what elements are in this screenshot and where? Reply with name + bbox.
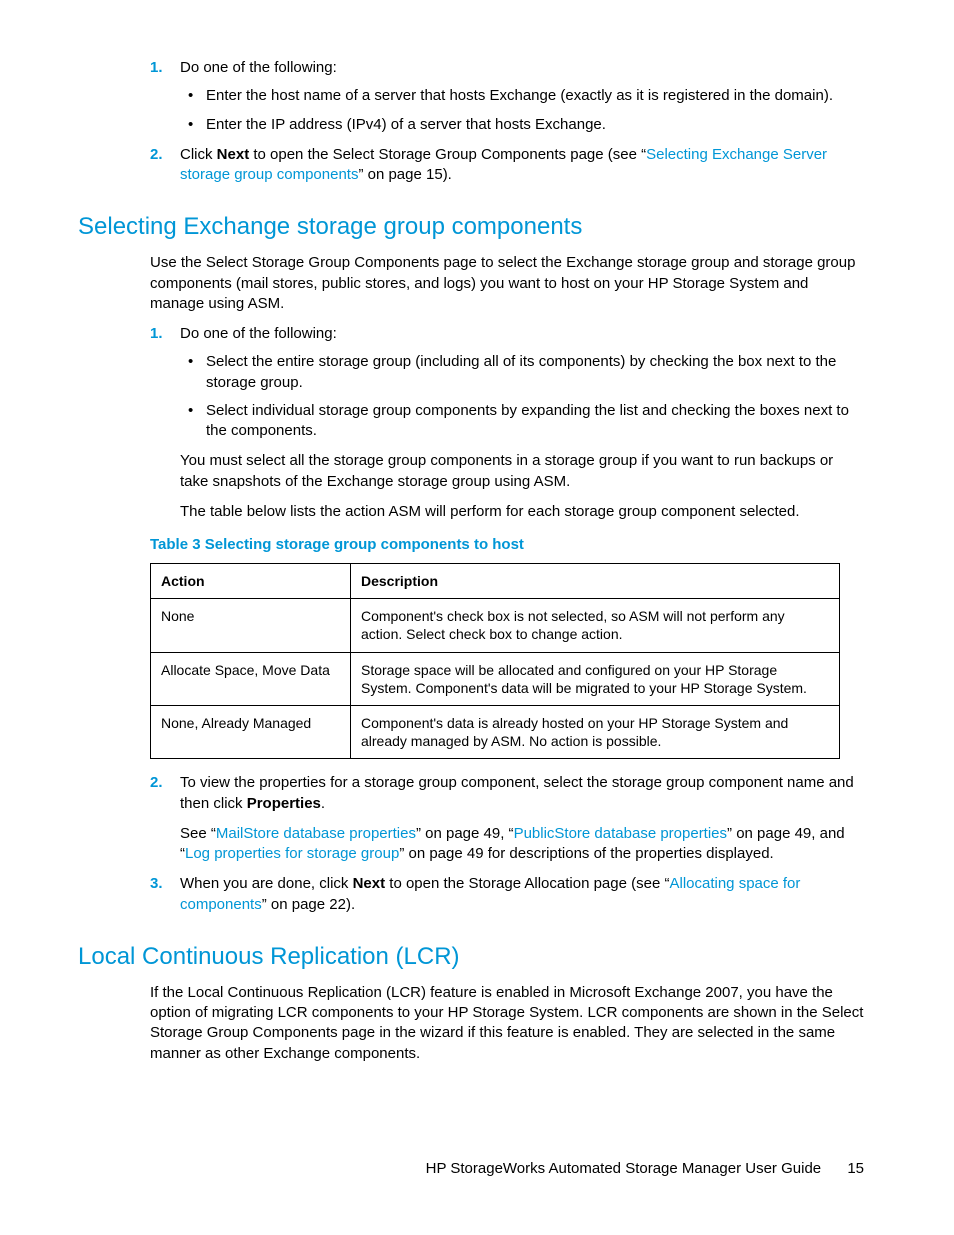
section-heading: Local Continuous Replication (LCR) bbox=[78, 943, 864, 971]
table-cell: Component's data is already hosted on yo… bbox=[351, 705, 840, 758]
list-item: 3. When you are done, click Next to open… bbox=[150, 874, 864, 915]
list-item: 1. Do one of the following: Select the e… bbox=[150, 324, 864, 441]
table-intro: The table below lists the action ASM wil… bbox=[180, 502, 864, 522]
table-cell: Allocate Space, Move Data bbox=[151, 652, 351, 705]
text-fragment: Click bbox=[180, 146, 217, 163]
step-number: 2. bbox=[150, 773, 163, 793]
see-paragraph: See “MailStore database properties” on p… bbox=[180, 824, 864, 865]
page-number: 15 bbox=[847, 1160, 864, 1177]
cross-reference-link[interactable]: Log properties for storage group bbox=[185, 845, 399, 862]
step-number: 1. bbox=[150, 58, 163, 78]
text-fragment: When you are done, click bbox=[180, 875, 353, 892]
bold-text: Next bbox=[353, 875, 386, 892]
bullet-item: Select the entire storage group (includi… bbox=[180, 352, 864, 393]
cross-reference-link[interactable]: PublicStore database properties bbox=[514, 825, 727, 842]
text-fragment: ” on page 49, “ bbox=[416, 825, 514, 842]
table-header-row: Action Description bbox=[151, 564, 840, 599]
lcr-paragraph: If the Local Continuous Replication (LCR… bbox=[150, 983, 864, 1064]
page-footer: HP StorageWorks Automated Storage Manage… bbox=[426, 1160, 864, 1177]
table-cell: None, Already Managed bbox=[151, 705, 351, 758]
bullet-item: Enter the host name of a server that hos… bbox=[180, 86, 864, 106]
table-cell: Storage space will be allocated and conf… bbox=[351, 652, 840, 705]
intro-paragraph: Use the Select Storage Group Components … bbox=[150, 253, 864, 314]
list-item: 1. Do one of the following: Enter the ho… bbox=[150, 58, 864, 135]
table-row: Allocate Space, Move Data Storage space … bbox=[151, 652, 840, 705]
table-row: None Component's check box is not select… bbox=[151, 599, 840, 652]
text-fragment: ” on page 49 for descriptions of the pro… bbox=[399, 845, 773, 862]
table-row: None, Already Managed Component's data i… bbox=[151, 705, 840, 758]
text-fragment: to open the Storage Allocation page (see… bbox=[385, 875, 669, 892]
step-number: 1. bbox=[150, 324, 163, 344]
section2-list-b: 2. To view the properties for a storage … bbox=[150, 773, 864, 915]
step-number: 3. bbox=[150, 874, 163, 894]
table-cell: Component's check box is not selected, s… bbox=[351, 599, 840, 652]
bullet-item: Enter the IP address (IPv4) of a server … bbox=[180, 115, 864, 135]
section2-list-a: 1. Do one of the following: Select the e… bbox=[150, 324, 864, 441]
bullet-item: Select individual storage group componen… bbox=[180, 401, 864, 442]
bullet-list: Enter the host name of a server that hos… bbox=[180, 86, 864, 135]
bullet-list: Select the entire storage group (includi… bbox=[180, 352, 864, 441]
text-fragment: See “ bbox=[180, 825, 216, 842]
components-table: Action Description None Component's chec… bbox=[150, 563, 840, 759]
footer-title: HP StorageWorks Automated Storage Manage… bbox=[426, 1160, 822, 1177]
page-content: 1. Do one of the following: Enter the ho… bbox=[78, 58, 864, 1064]
column-header: Action bbox=[151, 564, 351, 599]
text-fragment: . bbox=[321, 795, 325, 812]
text-fragment: to open the Select Storage Group Compone… bbox=[249, 146, 646, 163]
step-number: 2. bbox=[150, 145, 163, 165]
cross-reference-link[interactable]: MailStore database properties bbox=[216, 825, 416, 842]
text-fragment: ” on page 22). bbox=[262, 896, 355, 913]
backup-note: You must select all the storage group co… bbox=[180, 451, 864, 492]
bold-text: Next bbox=[217, 146, 250, 163]
section1-list: 1. Do one of the following: Enter the ho… bbox=[150, 58, 864, 185]
table-caption: Table 3 Selecting storage group componen… bbox=[150, 536, 864, 553]
list-item: 2. To view the properties for a storage … bbox=[150, 773, 864, 864]
bold-text: Properties bbox=[247, 795, 321, 812]
table-cell: None bbox=[151, 599, 351, 652]
section-heading: Selecting Exchange storage group compone… bbox=[78, 213, 864, 241]
column-header: Description bbox=[351, 564, 840, 599]
step-text: Do one of the following: bbox=[180, 325, 337, 342]
text-fragment: ” on page 15). bbox=[358, 166, 451, 183]
list-item: 2. Click Next to open the Select Storage… bbox=[150, 145, 864, 186]
step-text: Do one of the following: bbox=[180, 59, 337, 76]
